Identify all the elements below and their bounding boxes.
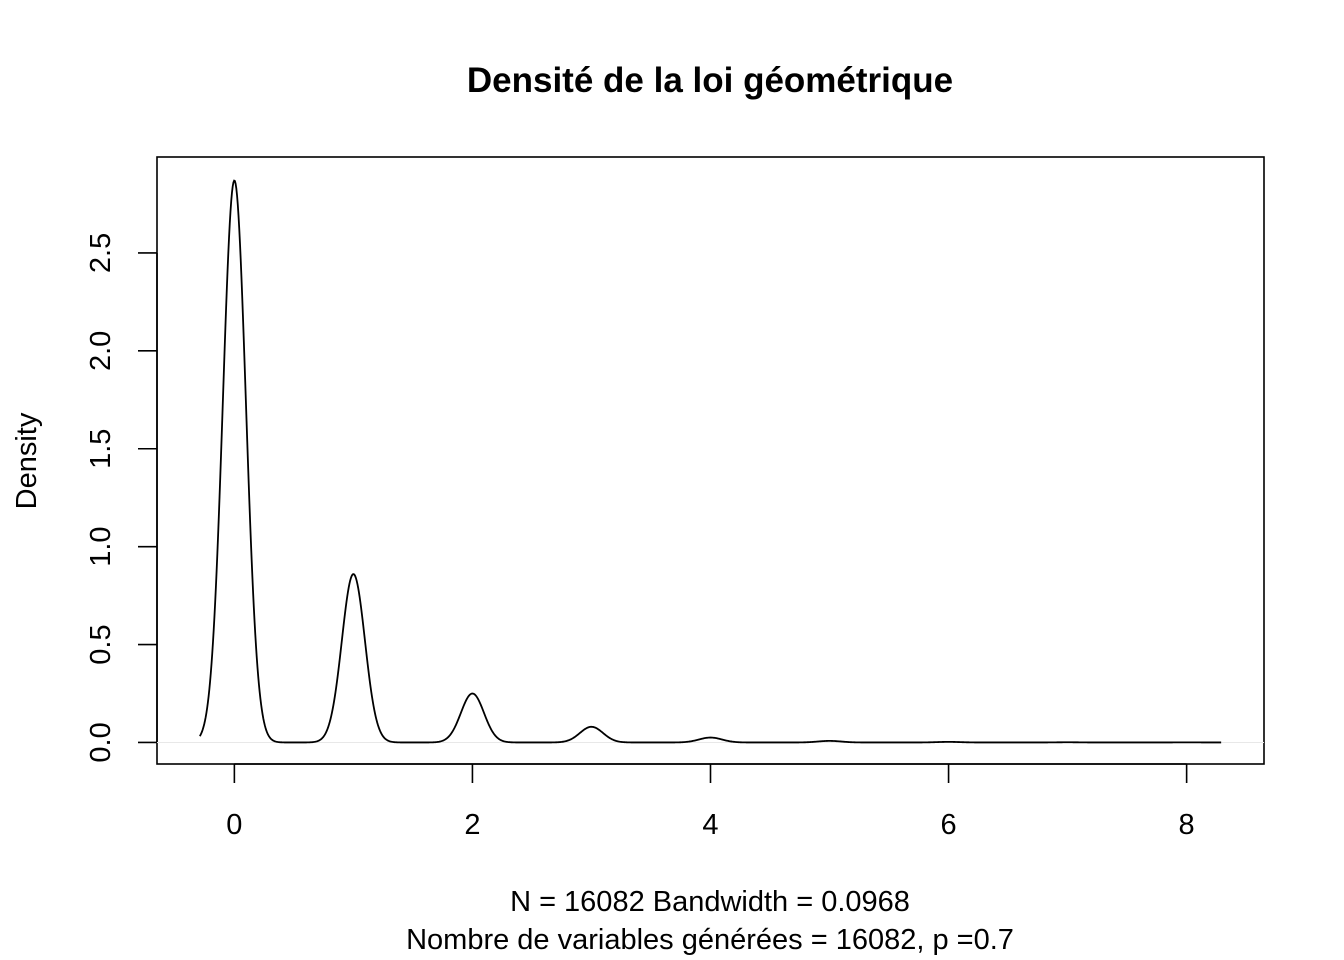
y-axis-label: Density <box>11 412 43 509</box>
y-tick-label: 2.5 <box>85 233 117 273</box>
x-tick-label: 8 <box>1179 809 1195 841</box>
density-curve <box>199 179 1222 744</box>
plot-frame <box>156 156 1265 765</box>
x-tick-label: 4 <box>702 809 718 841</box>
y-tick-label: 1.5 <box>85 429 117 469</box>
x-tick-label: 6 <box>940 809 956 841</box>
y-tick-label: 0.0 <box>85 722 117 762</box>
x-tick-label: 0 <box>226 809 242 841</box>
y-axis: 0.0 0.5 1.0 1.5 2.0 2.5 <box>85 233 158 763</box>
x-tick-label: 2 <box>464 809 480 841</box>
chart-title: Densité de la loi géométrique <box>467 61 953 100</box>
y-tick-label: 2.0 <box>85 331 117 371</box>
x-axis: 0 2 4 6 8 <box>226 763 1195 841</box>
x-axis-label-line1: N = 16082 Bandwidth = 0.0968 <box>510 886 910 918</box>
y-tick-label: 1.0 <box>85 526 117 566</box>
x-axis-label-line2: Nombre de variables générées = 16082, p … <box>406 924 1014 956</box>
y-tick-label: 0.5 <box>85 624 117 664</box>
